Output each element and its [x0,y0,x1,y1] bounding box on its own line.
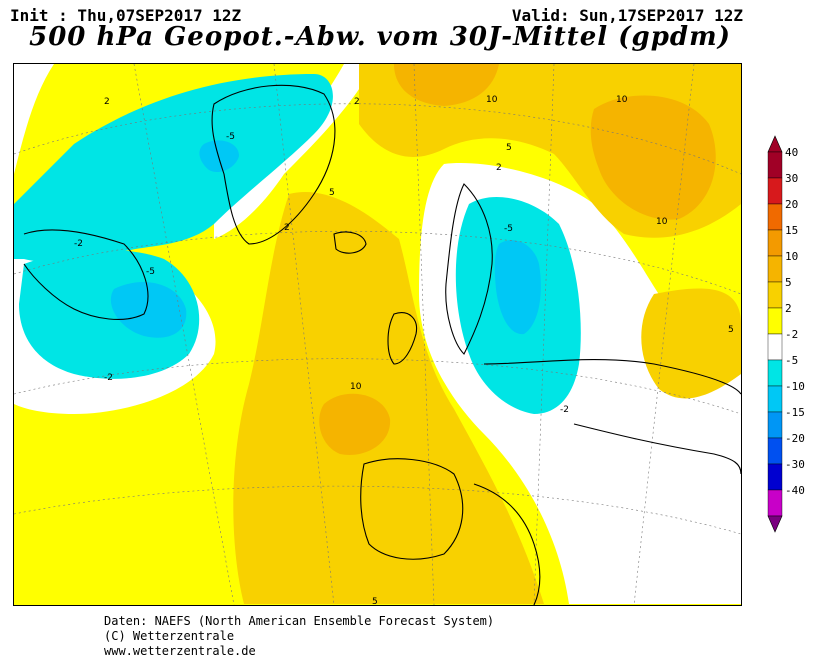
contour-label: 10 [350,382,362,392]
low-zone-labrador [19,249,200,379]
footer-credits: Daten: NAEFS (North American Ensemble Fo… [104,614,494,659]
color-scale-block [767,411,783,439]
contour-label: -2 [74,239,83,249]
color-scale-label: -10 [785,380,805,393]
contour-label: 2 [496,163,502,173]
color-scale-label: -40 [785,484,805,497]
contour-label: 5 [728,325,734,335]
color-scale-top-cap [767,135,783,153]
map-title: 500 hPa Geopot.-Abw. vom 30J-Mittel (gpd… [29,22,731,52]
color-scale-block [767,177,783,205]
low-zone-scandinavia-core [494,240,541,335]
color-scale-label: -15 [785,406,805,419]
map-frame: 2 -5 -2 -5 -2 2 5 2 10 5 2 10 10 -5 -2 1… [13,63,742,606]
color-scale-block [767,463,783,491]
data-source-line: Daten: NAEFS (North American Ensemble Fo… [104,614,495,628]
anomaly-map: 2 -5 -2 -5 -2 2 5 2 10 5 2 10 10 -5 -2 1… [14,64,741,605]
website-link[interactable]: www.wetterzentrale.de [104,644,256,658]
contour-label: 2 [284,223,290,233]
color-scale-label: 2 [785,302,792,315]
color-scale-block [767,359,783,387]
color-scale-block [767,255,783,283]
white-zone-atlantic-north [14,64,54,174]
color-scale-block [767,281,783,309]
color-scale-block [767,385,783,413]
low-zone-greenland [14,74,333,263]
contour-label: -5 [226,132,235,142]
contour-labels: 2 -5 -2 -5 -2 2 5 2 10 5 2 10 10 -5 -2 1… [74,95,734,605]
high-zone-biscay [319,393,391,455]
color-scale-block [767,333,783,361]
high-zone-siberia [590,95,716,220]
contour-label: 2 [354,97,360,107]
color-scale-block [767,203,783,231]
low-zone-labrador-core [110,281,187,338]
init-time-label: Init : Thu,07SEP2017 12Z [10,6,242,25]
color-scale-label: 40 [785,146,798,159]
color-scale-label: 20 [785,198,798,211]
contour-label: 10 [656,217,668,227]
color-scale-legend: 40 30 20 15 10 5 2 -2 -5 -10 -15 -20 -30 -40 [767,135,805,533]
color-scale-block [767,489,783,517]
contour-label: 5 [506,143,512,153]
color-scale-label: -20 [785,432,805,445]
low-zone-greenland-core [199,140,239,173]
color-scale-bottom-cap [767,515,783,533]
color-scale-block [767,229,783,257]
graticule [14,64,741,605]
contour-label: -2 [560,405,569,415]
contour-label: 5 [372,597,378,605]
orange-zone-west-atlantic [233,192,544,604]
color-scale-label: 5 [785,276,792,289]
color-scale-label: -30 [785,458,805,471]
high-zone-north-pole [394,64,499,106]
contour-label: -2 [104,373,113,383]
color-scale-label: -5 [785,354,798,367]
color-scale-label: 15 [785,224,798,237]
coastlines [23,84,741,605]
contour-label: 10 [616,95,628,105]
contour-label: -5 [146,267,155,277]
copyright-line: (C) Wetterzentrale [104,629,235,643]
contour-label: 2 [104,97,110,107]
color-scale-labels: 40 30 20 15 10 5 2 -2 -5 -10 -15 -20 -30 -40 [785,146,805,497]
orange-zone-caspian [641,288,741,399]
color-scale-block [767,307,783,335]
color-scale-label: 30 [785,172,798,185]
valid-time-label: Valid: Sun,17SEP2017 12Z [511,6,743,25]
color-scale-blocks [767,135,783,533]
color-scale-block [767,437,783,465]
contour-label: 5 [329,188,335,198]
contour-label: -5 [504,224,513,234]
contour-label: 10 [486,95,498,105]
color-scale-label: -2 [785,328,798,341]
color-scale-block [767,151,783,179]
color-scale-label: 10 [785,250,798,263]
orange-zone-iberia [362,460,459,569]
